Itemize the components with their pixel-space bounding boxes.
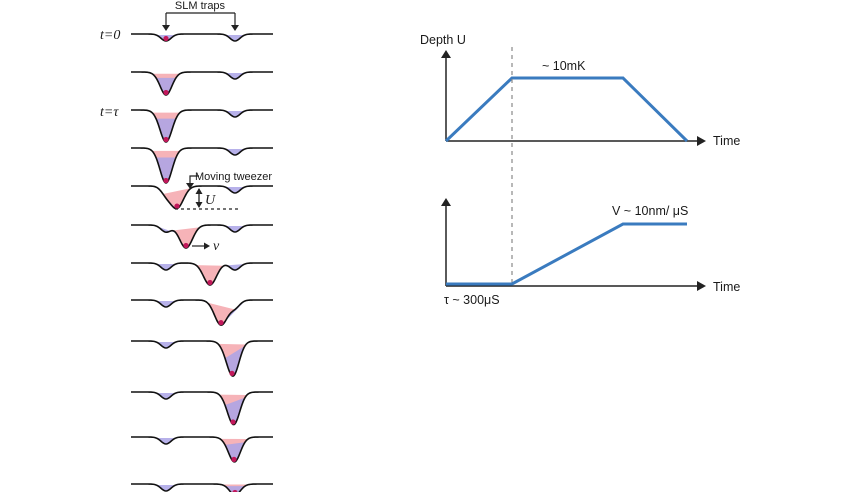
- velocity-annotation: v: [192, 239, 220, 254]
- depth-curve: [444, 76, 689, 143]
- atom: [229, 370, 235, 376]
- tau-label: τ ~ 300μS: [444, 293, 500, 307]
- slm-trap-fill: [156, 118, 176, 142]
- velocity-x-axis-arrow: [697, 281, 706, 291]
- velocity-x-label: Time: [713, 280, 740, 294]
- potential-curve: [131, 391, 273, 426]
- moving-tweezer-annotation: Moving tweezer: [186, 171, 272, 189]
- potential-row: [131, 33, 273, 42]
- potential-curve: [131, 109, 273, 143]
- velocity-y-axis-arrow: [441, 198, 451, 206]
- ttau-label: t=τ: [100, 105, 119, 120]
- slm-trap-fill: [225, 345, 245, 377]
- potential-row: [131, 391, 273, 426]
- potential-row: [131, 483, 273, 492]
- potential-row: [131, 299, 273, 326]
- slm-trap-fill: [156, 77, 176, 95]
- atom: [163, 177, 169, 184]
- depth-y-label: Depth U: [420, 33, 466, 47]
- potential-curve: [131, 33, 273, 42]
- potential-rows: [131, 33, 273, 492]
- slm-trap-fill: [156, 300, 176, 307]
- potential-row: [131, 71, 273, 96]
- depth-x-axis-arrow: [697, 136, 706, 146]
- potential-row: [131, 147, 273, 184]
- slm-trap-fill: [156, 263, 176, 270]
- potential-row: [131, 262, 273, 286]
- atom: [218, 320, 224, 326]
- tweezer-well-fill: [163, 188, 191, 209]
- trap-sequence-panel: SLM traps t=0 t=τ Moving tweezer U: [100, 0, 273, 492]
- tweezer-well-fill: [196, 265, 224, 285]
- potential-curve: [131, 224, 273, 249]
- depth-y-axis-arrow: [441, 50, 451, 58]
- moving-tweezer-label: Moving tweezer: [195, 171, 272, 183]
- potential-row: [131, 185, 273, 210]
- potential-curve: [131, 436, 273, 463]
- atom: [163, 89, 169, 96]
- slm-trap-fill: [225, 110, 245, 117]
- velocity-plot: Time V ~ 10nm/ μS τ ~ 300μS: [441, 198, 740, 307]
- slm-trap-fill: [225, 442, 245, 462]
- potential-curve: [131, 185, 273, 210]
- atom: [207, 279, 213, 286]
- slm-traps-label: SLM traps: [175, 0, 226, 12]
- tweezer-well-fill: [172, 227, 200, 248]
- slm-trap-fill: [156, 437, 176, 444]
- velocity-curve: [446, 222, 687, 286]
- atom: [174, 203, 180, 209]
- slm-trap-fill: [225, 263, 245, 271]
- depth-plot: Depth U Time ~ 10mK: [420, 33, 740, 148]
- slm-trap-fill: [156, 484, 176, 491]
- atom: [163, 136, 169, 143]
- velocity-annotation: V ~ 10nm/ μS: [612, 204, 688, 218]
- atom: [231, 456, 237, 462]
- potential-curve: [131, 71, 273, 96]
- potential-row: [131, 340, 273, 377]
- atom: [163, 35, 169, 42]
- t0-label: t=0: [100, 28, 120, 43]
- slm-trap-fill: [156, 392, 176, 399]
- potential-row: [131, 109, 273, 143]
- potential-curve: [131, 483, 273, 492]
- slm-trap-fill: [225, 148, 245, 155]
- potential-curve: [131, 147, 273, 184]
- slm-trap-fill: [225, 300, 245, 322]
- slm-trap-fill: [156, 341, 176, 348]
- depth-annotation: ~ 10mK: [542, 59, 586, 73]
- depth-u-annotation: U: [175, 188, 238, 210]
- tweezer-well-fill: [207, 302, 235, 326]
- slm-traps-bracket: [162, 12, 239, 31]
- depth-x-label: Time: [713, 134, 740, 148]
- slm-trap-fill: [225, 186, 245, 193]
- slm-trap-fill: [225, 72, 245, 79]
- slm-trap-fill: [225, 225, 245, 232]
- potential-curve: [131, 299, 273, 326]
- slm-trap-fill: [225, 34, 245, 41]
- potential-curve: [131, 340, 273, 377]
- atom: [232, 489, 238, 492]
- depth-u-symbol: U: [205, 193, 216, 208]
- potential-curve: [131, 262, 273, 286]
- atom: [183, 242, 189, 249]
- slm-trap-fill: [156, 225, 176, 233]
- potential-row: [131, 436, 273, 463]
- velocity-symbol: v: [213, 239, 220, 254]
- atom: [230, 419, 236, 425]
- slm-trap-fill: [156, 157, 176, 183]
- potential-row: [131, 224, 273, 249]
